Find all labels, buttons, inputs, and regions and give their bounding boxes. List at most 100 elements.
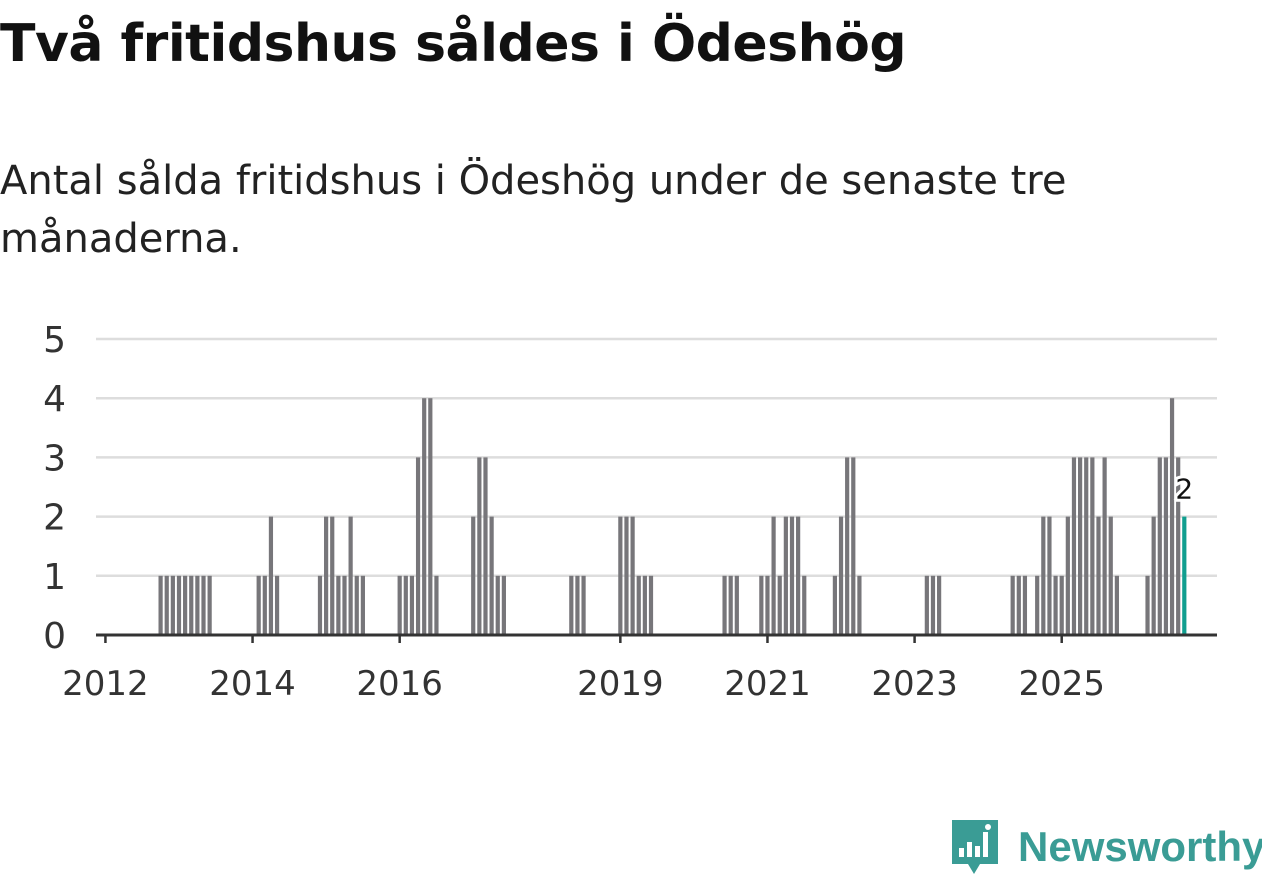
bar [268,516,274,635]
bar [354,575,359,635]
bar [422,398,427,635]
bar [403,575,408,635]
bar [183,575,188,635]
bar [569,575,574,635]
x-tick-label: 2014 [209,664,296,704]
bar [937,575,942,635]
bar [734,575,739,635]
bar [336,575,341,635]
x-tick-label: 2019 [577,664,664,704]
bar [648,575,654,635]
bar [495,575,500,635]
chart-title: Två fritidshus såldes i Ödeshög [0,14,907,74]
bar [1169,398,1175,635]
bar [575,575,580,635]
bar [618,516,623,635]
x-tick-label: 2023 [871,664,958,704]
bar [1071,457,1077,635]
x-tick-label: 2012 [62,664,149,704]
brand-name: Newsworthy [1018,823,1262,870]
bar [1016,575,1021,635]
y-tick-label: 1 [43,557,66,598]
bar [802,575,807,635]
bar [1053,575,1058,635]
bar [1096,516,1101,635]
bar [1090,457,1095,635]
bar [1035,575,1040,635]
bar [1084,457,1089,635]
bar [630,516,635,635]
bar [1145,575,1150,635]
bar [348,516,353,635]
y-tick-label: 4 [43,379,66,420]
bar [158,575,163,635]
x-tick-label: 2025 [1018,664,1105,704]
bar [581,575,586,635]
bar [489,516,494,635]
bar [1151,516,1156,635]
bar [722,575,727,635]
bar [1065,516,1070,635]
bar [207,575,212,635]
bar [1157,457,1162,635]
bar [256,575,261,635]
bar [477,457,482,635]
bar [930,575,936,635]
y-tick-label: 0 [43,616,66,657]
bar [1114,575,1119,635]
bar [262,575,267,635]
y-tick-label: 2 [43,498,66,539]
bar [1163,457,1169,635]
bar [1047,516,1052,635]
bar [765,575,770,635]
y-tick-label: 5 [43,320,66,361]
bar [471,516,476,635]
bar [330,516,335,635]
bar [170,575,175,635]
bar [434,575,439,635]
bar [176,575,182,635]
bar [857,575,862,635]
bar [428,398,433,635]
bar [201,575,206,635]
bar [851,457,856,635]
bar [838,516,844,635]
bar [771,516,776,635]
bar [274,575,280,635]
bar [1010,575,1015,635]
bar-chart: 0 1 2 3 4 5 2012 2014 2016 2019 2021 2023 2025 2 [43,320,1217,704]
newsworthy-icon [952,820,998,874]
x-tick-label: 2021 [724,664,811,704]
bar [342,575,347,635]
bar [832,575,837,635]
bar [1108,516,1113,635]
bar [164,575,169,635]
bar [324,516,329,635]
bar [924,575,929,635]
bar [195,575,200,635]
bar [845,457,850,635]
y-tick-label: 3 [43,438,66,479]
bar [415,457,421,635]
bar [1059,575,1064,635]
bar [360,575,365,635]
bar [317,575,323,635]
bar [777,575,782,635]
bar [483,457,488,635]
bar [1041,516,1046,635]
chart-subtitle: Antal sålda fritidshus i Ödeshög under d… [0,158,1067,262]
bar [636,575,641,635]
bar [501,575,506,635]
bar [759,575,764,635]
bar [189,575,194,635]
bar [1176,457,1181,635]
bar [624,516,629,635]
bar [409,575,415,635]
highlight-data-label: 2 [1175,473,1193,506]
bar [397,575,402,635]
bar [789,516,795,635]
bar [1022,575,1028,635]
bar [1078,457,1083,635]
newsworthy-logo: Newsworthy [950,818,1262,876]
bar [783,516,788,635]
